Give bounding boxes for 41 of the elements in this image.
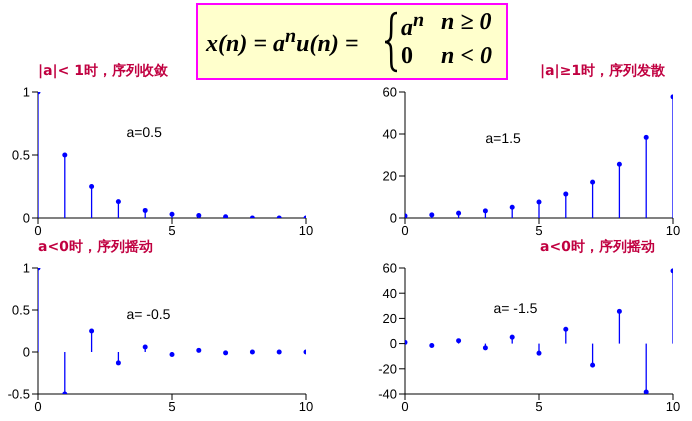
y-tick-label: 1 bbox=[22, 84, 30, 100]
y-tick-label: 40 bbox=[382, 286, 397, 301]
y-tick-label: 0 bbox=[390, 210, 397, 226]
y-tick-label: -40 bbox=[378, 386, 397, 402]
chart-title: a<0时，序列摇动 bbox=[540, 238, 655, 256]
chart-title: a<0时，序列摇动 bbox=[38, 238, 153, 256]
y-tick-label: 0.5 bbox=[12, 148, 30, 163]
y-tick-label: 20 bbox=[382, 168, 397, 184]
y-tick-label: 0 bbox=[390, 336, 397, 352]
chart-title: |a|< 1时，序列收敛 bbox=[38, 62, 168, 80]
text: n ≥ 0 bbox=[441, 9, 492, 36]
y-tick-label: -0.5 bbox=[8, 386, 30, 402]
x-tick-label: 10 bbox=[666, 399, 680, 414]
annotation: a=0.5 bbox=[126, 124, 162, 140]
y-tick-label: 0 bbox=[22, 344, 30, 360]
y-tick-label: 60 bbox=[382, 84, 397, 100]
x-tick-label: 5 bbox=[168, 223, 176, 238]
y-tick-label: 40 bbox=[382, 126, 397, 142]
y-tick-label: 60 bbox=[382, 260, 397, 276]
annotation: a= -0.5 bbox=[126, 306, 170, 322]
x-tick-label: 10 bbox=[298, 399, 314, 414]
annotation: a=1.5 bbox=[485, 130, 521, 146]
annotation: a= -1.5 bbox=[493, 300, 538, 316]
text: x(n) = a$^{n}$u(n) = bbox=[206, 25, 358, 58]
x-tick-label: 5 bbox=[535, 399, 543, 414]
text: a$^{n}$ bbox=[401, 9, 424, 42]
x-tick-label: 10 bbox=[666, 223, 680, 238]
y-tick-label: -20 bbox=[378, 361, 397, 376]
y-tick-label: 0 bbox=[22, 210, 30, 226]
y-tick-label: 0.5 bbox=[12, 302, 30, 318]
x-tick-label: 5 bbox=[168, 399, 176, 414]
y-tick-label: 1 bbox=[22, 260, 30, 276]
chart-title: |a|≥1时，序列发散 bbox=[540, 62, 666, 80]
x-tick-label: 5 bbox=[535, 223, 543, 238]
x-tick-label: 10 bbox=[298, 223, 314, 238]
text: n < 0 bbox=[441, 43, 492, 70]
x-tick-label: 0 bbox=[401, 223, 409, 238]
x-tick-label: 0 bbox=[401, 399, 409, 414]
y-tick-label: 20 bbox=[382, 311, 397, 326]
x-tick-label: 0 bbox=[34, 223, 42, 238]
x-tick-label: 0 bbox=[34, 399, 42, 414]
